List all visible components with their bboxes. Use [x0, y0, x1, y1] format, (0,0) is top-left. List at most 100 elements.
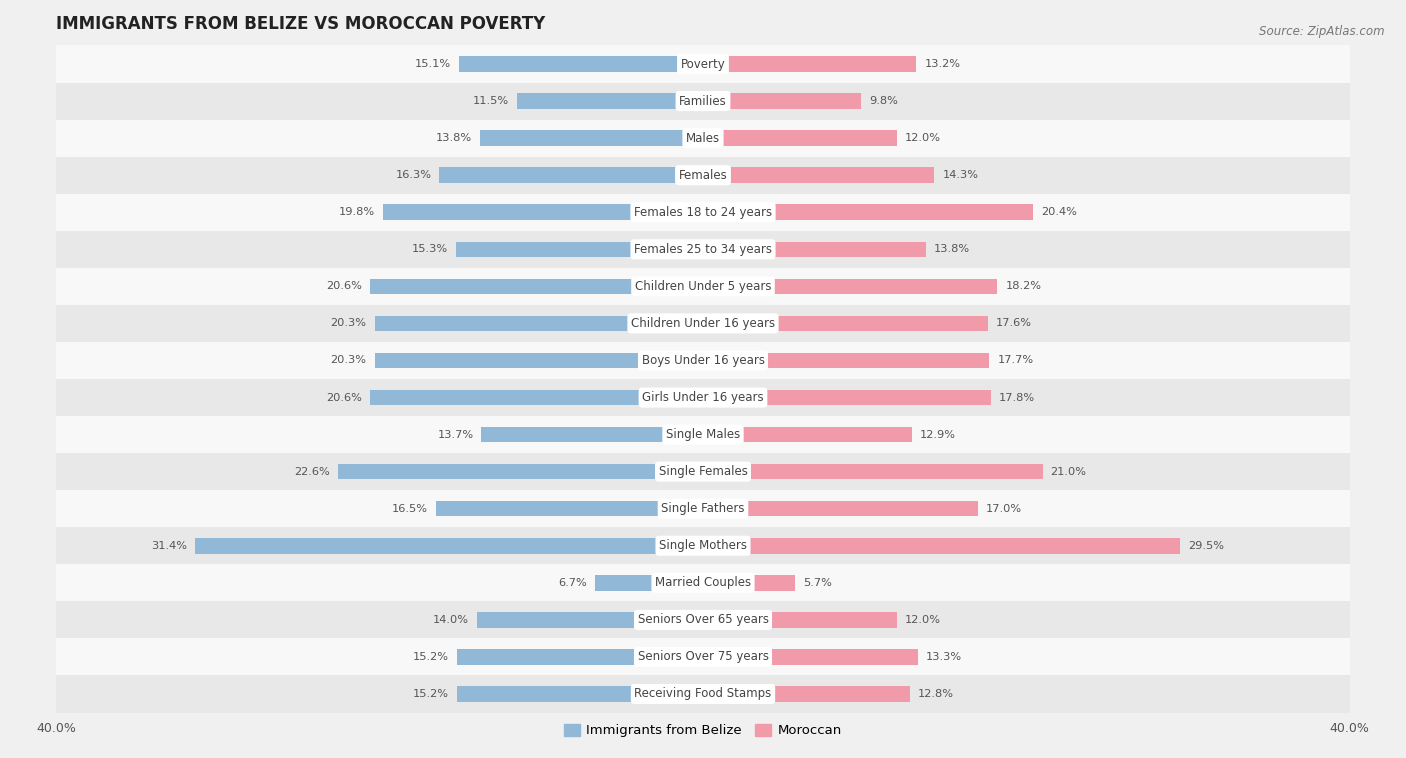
Bar — [477, 612, 703, 628]
Legend: Immigrants from Belize, Moroccan: Immigrants from Belize, Moroccan — [558, 719, 848, 743]
Bar — [56, 120, 1350, 157]
Bar — [56, 45, 1350, 83]
Text: 20.6%: 20.6% — [326, 281, 361, 291]
Bar — [56, 194, 1350, 230]
Bar — [703, 352, 990, 368]
Bar — [56, 342, 1350, 379]
Text: 13.8%: 13.8% — [436, 133, 472, 143]
Text: Boys Under 16 years: Boys Under 16 years — [641, 354, 765, 367]
Bar — [456, 242, 703, 257]
Text: Females 18 to 24 years: Females 18 to 24 years — [634, 205, 772, 219]
Bar — [703, 686, 910, 702]
Bar — [56, 157, 1350, 194]
Text: Seniors Over 65 years: Seniors Over 65 years — [637, 613, 769, 626]
Text: 15.1%: 15.1% — [415, 59, 451, 69]
Text: 9.8%: 9.8% — [869, 96, 898, 106]
Bar — [703, 130, 897, 146]
Bar — [703, 279, 997, 294]
Bar — [703, 649, 918, 665]
Bar — [440, 168, 703, 183]
Bar — [595, 575, 703, 590]
Text: Receiving Food Stamps: Receiving Food Stamps — [634, 688, 772, 700]
Text: 14.0%: 14.0% — [433, 615, 468, 625]
Text: Families: Families — [679, 95, 727, 108]
Bar — [457, 649, 703, 665]
Text: 15.3%: 15.3% — [412, 244, 447, 254]
Text: 13.8%: 13.8% — [934, 244, 970, 254]
Bar — [703, 464, 1043, 479]
Text: 12.9%: 12.9% — [920, 430, 956, 440]
Text: 19.8%: 19.8% — [339, 207, 375, 218]
Text: Single Females: Single Females — [658, 465, 748, 478]
Text: 18.2%: 18.2% — [1005, 281, 1042, 291]
Bar — [56, 638, 1350, 675]
Bar — [457, 686, 703, 702]
Bar — [56, 528, 1350, 564]
Bar — [375, 352, 703, 368]
Text: 17.7%: 17.7% — [997, 356, 1033, 365]
Bar — [703, 242, 927, 257]
Text: 17.8%: 17.8% — [998, 393, 1035, 402]
Text: Poverty: Poverty — [681, 58, 725, 70]
Text: Source: ZipAtlas.com: Source: ZipAtlas.com — [1260, 25, 1385, 38]
Bar — [337, 464, 703, 479]
Bar — [382, 205, 703, 220]
Text: Children Under 16 years: Children Under 16 years — [631, 317, 775, 330]
Text: 20.3%: 20.3% — [330, 318, 367, 328]
Text: Single Mothers: Single Mothers — [659, 539, 747, 553]
Text: 16.5%: 16.5% — [392, 504, 429, 514]
Text: 17.0%: 17.0% — [986, 504, 1022, 514]
Text: 12.8%: 12.8% — [918, 689, 955, 699]
Text: 22.6%: 22.6% — [294, 467, 329, 477]
Text: Females 25 to 34 years: Females 25 to 34 years — [634, 243, 772, 255]
Bar — [56, 305, 1350, 342]
Bar — [703, 56, 917, 72]
Bar — [370, 390, 703, 406]
Bar — [703, 390, 991, 406]
Bar — [436, 501, 703, 516]
Text: 14.3%: 14.3% — [942, 171, 979, 180]
Bar — [56, 675, 1350, 713]
Bar — [56, 268, 1350, 305]
Text: Males: Males — [686, 132, 720, 145]
Bar — [703, 205, 1033, 220]
Text: 13.3%: 13.3% — [927, 652, 962, 662]
Text: 29.5%: 29.5% — [1188, 540, 1225, 551]
Bar — [56, 453, 1350, 490]
Text: 15.2%: 15.2% — [413, 652, 449, 662]
Bar — [458, 56, 703, 72]
Text: Married Couples: Married Couples — [655, 576, 751, 589]
Bar — [703, 612, 897, 628]
Bar — [56, 416, 1350, 453]
Bar — [56, 564, 1350, 601]
Text: 17.6%: 17.6% — [995, 318, 1032, 328]
Bar — [703, 575, 796, 590]
Bar — [479, 130, 703, 146]
Text: 13.2%: 13.2% — [925, 59, 960, 69]
Text: 12.0%: 12.0% — [905, 615, 941, 625]
Text: Children Under 5 years: Children Under 5 years — [634, 280, 772, 293]
Text: 5.7%: 5.7% — [803, 578, 832, 587]
Bar — [195, 538, 703, 553]
Text: 13.7%: 13.7% — [437, 430, 474, 440]
Text: Females: Females — [679, 169, 727, 182]
Bar — [703, 315, 987, 331]
Bar — [56, 490, 1350, 528]
Text: Single Males: Single Males — [666, 428, 740, 441]
Bar — [703, 538, 1180, 553]
Bar — [370, 279, 703, 294]
Bar — [56, 379, 1350, 416]
Bar — [481, 427, 703, 443]
Bar — [703, 501, 979, 516]
Text: 12.0%: 12.0% — [905, 133, 941, 143]
Bar — [375, 315, 703, 331]
Text: 11.5%: 11.5% — [472, 96, 509, 106]
Text: 15.2%: 15.2% — [413, 689, 449, 699]
Bar — [703, 427, 911, 443]
Text: 20.4%: 20.4% — [1040, 207, 1077, 218]
Bar — [703, 93, 862, 109]
Bar — [56, 83, 1350, 120]
Text: Single Fathers: Single Fathers — [661, 503, 745, 515]
Text: Girls Under 16 years: Girls Under 16 years — [643, 391, 763, 404]
Bar — [703, 168, 934, 183]
